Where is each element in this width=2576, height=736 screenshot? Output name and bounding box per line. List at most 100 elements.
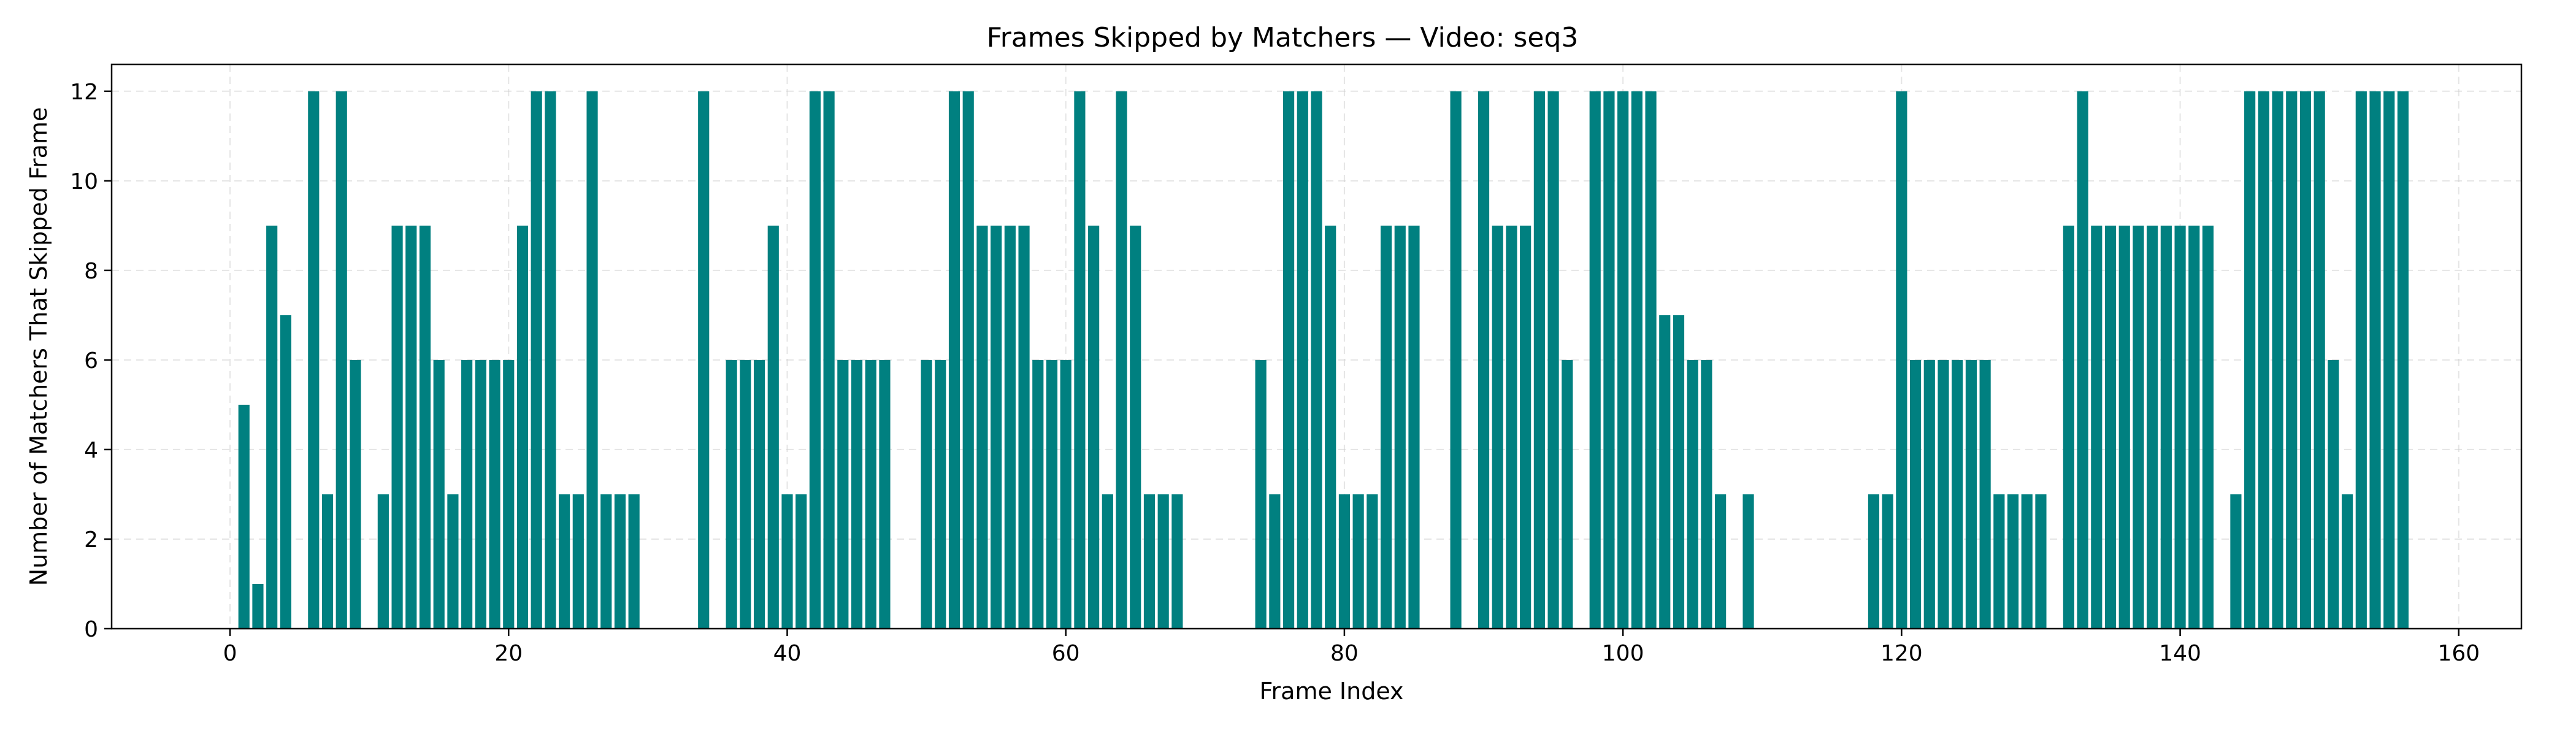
- bar: [405, 225, 417, 629]
- bar: [1311, 91, 1322, 629]
- bar: [1282, 91, 1295, 629]
- x-tick-label: 120: [1880, 641, 1923, 666]
- bar: [1352, 494, 1364, 629]
- y-axis-label: Number of Matchers That Skipped Frame: [25, 107, 52, 586]
- bar: [1046, 359, 1058, 629]
- bar: [1896, 91, 1907, 629]
- bar: [572, 494, 584, 629]
- bar: [991, 225, 1002, 629]
- bar: [2397, 91, 2409, 629]
- bar: [391, 225, 403, 629]
- bar: [1018, 225, 1030, 629]
- bar: [516, 225, 529, 629]
- bar: [726, 359, 737, 629]
- bar: [1715, 494, 1727, 629]
- bar: [1645, 91, 1657, 629]
- bar: [1408, 225, 1420, 629]
- bar: [1882, 494, 1893, 629]
- bar: [2160, 225, 2172, 629]
- bar: [1506, 225, 1517, 629]
- bar: [1325, 225, 1336, 629]
- bar: [1909, 359, 1922, 629]
- bar: [1868, 494, 1880, 629]
- bar: [503, 359, 515, 629]
- bar: [781, 494, 793, 629]
- bar: [2230, 494, 2242, 629]
- bar: [308, 91, 320, 629]
- bar: [1116, 91, 1127, 629]
- bar: [545, 91, 556, 629]
- bar: [2188, 225, 2200, 629]
- bar: [2342, 494, 2353, 629]
- bar: [2104, 225, 2117, 629]
- bar: [1171, 494, 1183, 629]
- bar: [2202, 225, 2214, 629]
- bar: [2383, 91, 2395, 629]
- bar: [837, 359, 849, 629]
- bar: [2272, 91, 2283, 629]
- x-axis-ticks: 0 20 40 60 80 100 120 140 160: [223, 629, 2480, 666]
- x-tick-label: 100: [1602, 641, 1644, 666]
- bar: [823, 91, 835, 629]
- bar: [1742, 494, 1754, 629]
- bar: [238, 404, 250, 629]
- bar: [377, 494, 389, 629]
- bar: [1478, 91, 1490, 629]
- bar: [740, 359, 751, 629]
- bar: [1659, 315, 1671, 629]
- bar: [531, 91, 542, 629]
- bar: [2355, 91, 2367, 629]
- bar: [266, 225, 278, 629]
- bar: [1603, 91, 1615, 629]
- bar: [419, 225, 431, 629]
- bar: [1088, 225, 1100, 629]
- bar: [1965, 359, 1977, 629]
- bar: [865, 359, 876, 629]
- bar: [1450, 91, 1462, 629]
- bar: [1380, 225, 1392, 629]
- bar: [321, 494, 334, 629]
- bar: [2313, 91, 2325, 629]
- bar: [1394, 225, 1406, 629]
- bars: [238, 91, 2409, 629]
- bar: [1938, 359, 1949, 629]
- bar: [879, 359, 891, 629]
- bar: [1143, 494, 1156, 629]
- plot-frame: [110, 63, 2523, 630]
- bar: [2133, 225, 2144, 629]
- bar: [935, 359, 946, 629]
- bar: [2299, 91, 2312, 629]
- bar: [628, 494, 640, 629]
- bar: [350, 359, 361, 629]
- bar: [1255, 359, 1267, 629]
- bar: [1367, 494, 1378, 629]
- x-tick-label: 60: [1052, 641, 1080, 666]
- bar: [795, 494, 807, 629]
- bar: [1562, 359, 1573, 629]
- bar: [1617, 91, 1629, 629]
- bar: [2147, 225, 2158, 629]
- bar: [600, 494, 612, 629]
- x-axis-label: Frame Index: [1259, 678, 1403, 705]
- bar: [2369, 91, 2381, 629]
- bar: [1701, 359, 1712, 629]
- bar: [2035, 494, 2047, 629]
- bar: [851, 359, 863, 629]
- bar: [1130, 225, 1141, 629]
- y-tick-label: 10: [70, 169, 98, 194]
- bar: [1589, 91, 1601, 629]
- bar: [1631, 91, 1643, 629]
- bar: [1993, 494, 2005, 629]
- x-tick-label: 20: [494, 641, 523, 666]
- bar: [1102, 494, 1113, 629]
- bar: [2077, 91, 2088, 629]
- y-tick-label: 4: [84, 438, 98, 463]
- bar: [1074, 91, 1086, 629]
- bar: [2007, 494, 2019, 629]
- x-tick-label: 80: [1330, 641, 1359, 666]
- bar: [1060, 359, 1071, 629]
- bar: [2021, 494, 2033, 629]
- bar: [252, 583, 264, 629]
- bar: [614, 494, 626, 629]
- bar: [1492, 225, 1503, 629]
